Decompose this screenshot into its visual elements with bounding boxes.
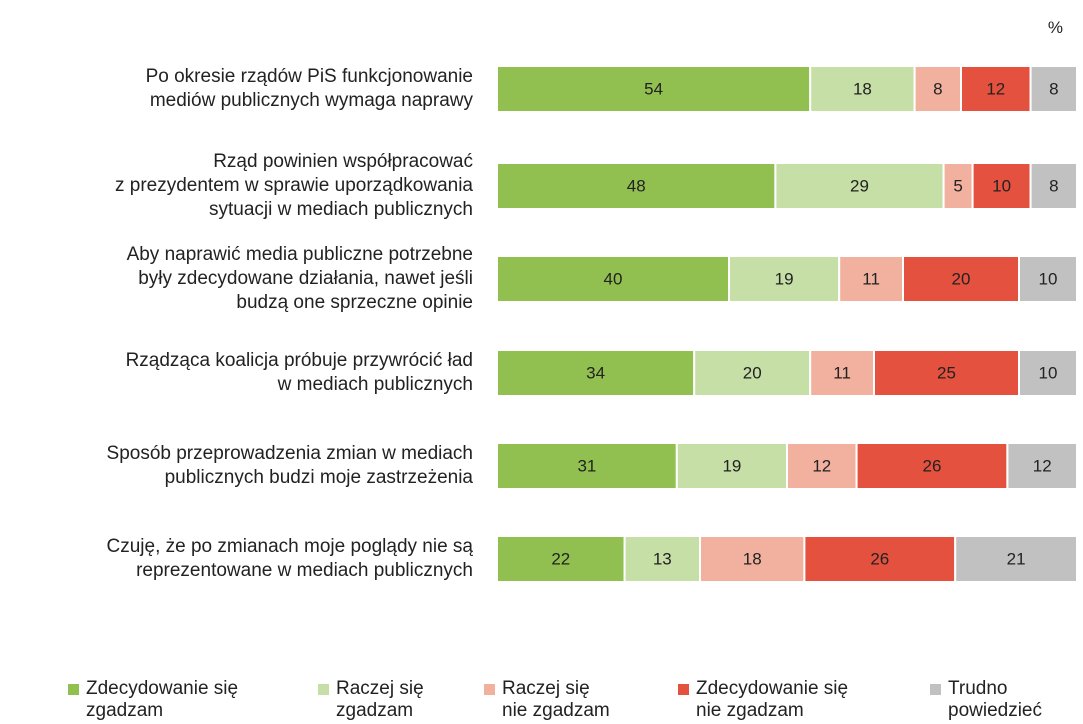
- value-label: 10: [1039, 269, 1058, 288]
- legend-item: Trudno powiedzieć: [930, 678, 1042, 722]
- legend-item: Raczej się zgadzam: [318, 678, 424, 722]
- value-label: 54: [644, 79, 663, 98]
- bar-segment: [693, 349, 812, 397]
- legend-swatch: [68, 684, 79, 695]
- category-label: Rządząca koalicja próbuje przywrócić ład…: [125, 350, 473, 395]
- value-label: 8: [1049, 176, 1058, 195]
- category-label: Po okresie rządów PiS funkcjonowanie med…: [145, 66, 473, 111]
- value-label: 18: [743, 549, 762, 568]
- legend-item: Zdecydowanie się nie zgadzam: [678, 678, 848, 722]
- bar-segment: [496, 349, 696, 397]
- bar-segment: [1029, 162, 1078, 210]
- bar-segment: [675, 442, 788, 490]
- value-label: 48: [627, 176, 646, 195]
- bar-segment: [786, 442, 858, 490]
- value-label: 21: [1007, 549, 1026, 568]
- value-label: 31: [577, 456, 596, 475]
- bar-segment: [803, 535, 957, 583]
- value-label: 12: [986, 79, 1005, 98]
- bar-segment: [1018, 255, 1078, 303]
- category-label: Czuję, że po zmianach moje poglądy nie s…: [106, 536, 473, 581]
- value-label: 11: [862, 269, 880, 288]
- bar-segment: [971, 162, 1032, 210]
- bar-segment: [496, 442, 678, 490]
- value-label: 12: [1033, 456, 1052, 475]
- value-label: 25: [937, 363, 956, 382]
- bar-segment: [954, 535, 1079, 583]
- legend-swatch: [484, 684, 495, 695]
- value-label: 19: [722, 456, 741, 475]
- bar-segment: [838, 255, 905, 303]
- bar-segment: [699, 535, 806, 583]
- value-label: 13: [653, 549, 672, 568]
- bar-segment: [774, 162, 945, 210]
- value-label: 29: [850, 176, 869, 195]
- value-label: 26: [923, 456, 942, 475]
- value-label: 34: [586, 363, 605, 382]
- value-label: 11: [833, 363, 851, 382]
- value-label: 8: [933, 79, 942, 98]
- legend-item: Zdecydowanie się zgadzam: [68, 678, 238, 722]
- category-label: Rząd powinien współpracować z prezydente…: [114, 151, 473, 220]
- value-label: 19: [775, 269, 794, 288]
- value-label: 22: [551, 549, 570, 568]
- bar-segment: [496, 255, 730, 303]
- bar-segment: [496, 535, 626, 583]
- category-label: Sposób przeprowadzenia zmian w mediach p…: [106, 443, 473, 488]
- value-label: 10: [1039, 363, 1058, 382]
- value-label: 18: [853, 79, 872, 98]
- legend-swatch: [930, 684, 941, 695]
- bar-segment: [873, 349, 1020, 397]
- bar-segment: [1006, 442, 1079, 490]
- bar-segment: [809, 349, 876, 397]
- value-label: 40: [604, 269, 623, 288]
- value-label: 26: [870, 549, 889, 568]
- unit-label: %: [1047, 18, 1063, 37]
- bar-segment: [1029, 65, 1078, 113]
- legend-swatch: [318, 684, 329, 695]
- bar-segment: [1018, 349, 1078, 397]
- value-label: 10: [992, 176, 1011, 195]
- legend-swatch: [678, 684, 689, 695]
- value-label: 20: [952, 269, 971, 288]
- legend-item: Raczej się nie zgadzam: [484, 678, 610, 722]
- category-label: Aby naprawić media publiczne potrzebne b…: [126, 244, 473, 313]
- bar-segment: [913, 65, 962, 113]
- value-label: 5: [953, 176, 962, 195]
- value-label: 8: [1049, 79, 1058, 98]
- bar-segment: [623, 535, 701, 583]
- bar-segment: [728, 255, 841, 303]
- value-label: 20: [743, 363, 762, 382]
- value-label: 12: [812, 456, 831, 475]
